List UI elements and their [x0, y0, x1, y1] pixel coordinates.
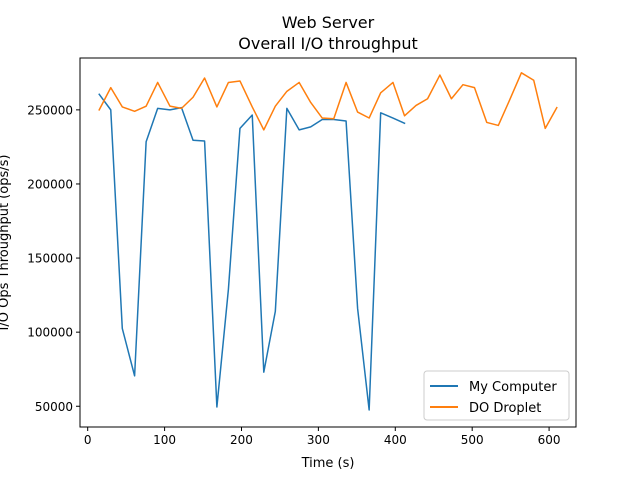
x-tick-label: 600: [538, 433, 561, 447]
x-tick-label: 500: [461, 433, 484, 447]
x-tick-label: 100: [153, 433, 176, 447]
axis-ticks: 0 100 200 300 400 500 600 50000 100000 150000 2000…: [27, 103, 560, 447]
x-tick-label: 300: [307, 433, 330, 447]
y-tick-label: 150000: [27, 252, 73, 266]
plot-area: [98, 72, 558, 411]
x-tick-label: 0: [84, 433, 92, 447]
legend: My Computer DO Droplet: [423, 370, 570, 421]
y-tick-label: 50000: [35, 400, 73, 414]
y-tick-label: 100000: [27, 326, 73, 340]
y-tick-label: 250000: [27, 103, 73, 117]
legend-label-do-droplet: DO Droplet: [469, 401, 541, 416]
series-line-0: [98, 93, 406, 411]
x-tick-label: 400: [384, 433, 407, 447]
series-line-1: [98, 72, 558, 131]
x-axis-label: Time (s): [301, 456, 355, 471]
chart-subtitle: Overall I/O throughput: [238, 34, 418, 53]
x-tick-label: 200: [230, 433, 253, 447]
legend-box: [423, 370, 570, 421]
axes-frame: [79, 57, 577, 428]
y-axis-label: I/O Ops Throughput (ops/s): [0, 155, 12, 331]
chart-title: Web Server: [282, 13, 375, 32]
legend-label-my-computer: My Computer: [469, 380, 557, 395]
y-tick-label: 200000: [27, 177, 73, 191]
